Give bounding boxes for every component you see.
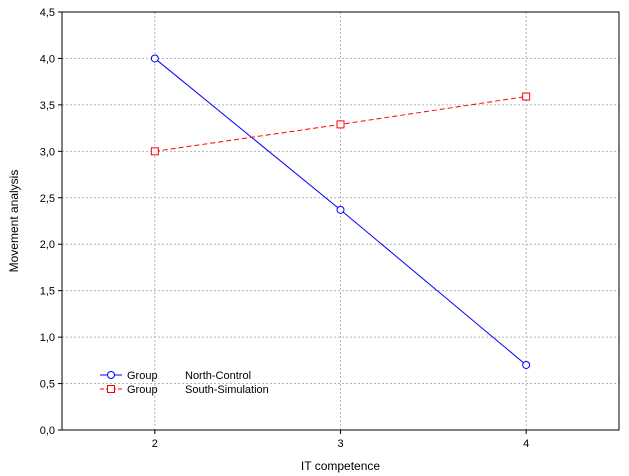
y-tick-label: 0,0 [40,425,55,437]
y-tick-label: 0,5 [40,379,55,391]
data-point [522,92,531,101]
x-axis-title: IT competence [301,459,380,473]
data-point [336,205,345,214]
data-point [150,54,159,63]
legend-label: South-Simulation [185,384,269,396]
y-tick-label: 3,0 [40,146,55,158]
axis-ticks: 0,0 0,5 1,0 1,5 2,0 2,5 3,0 3,5 4,0 4,5 2 3 4 [40,7,530,450]
y-tick-label: 1,5 [40,286,55,298]
y-axis-title: Movement analysis [7,170,21,273]
y-tick-label: 2,5 [40,193,55,205]
legend-prefix: Group [127,370,158,382]
y-tick-label: 3,5 [40,100,55,112]
y-tick-label: 4,0 [40,53,55,65]
x-tick-label: 3 [337,438,343,450]
x-tick-label: 2 [152,438,158,450]
series-layer [150,54,531,369]
data-point [336,120,345,129]
legend-label: North-Control [185,370,251,382]
legend-item-0: Group North-Control [100,370,251,382]
data-point [522,360,531,369]
series-1 [150,92,531,156]
legend-marker [107,385,115,393]
y-tick-label: 2,0 [40,239,55,251]
y-tick-label: 4,5 [40,7,55,19]
legend-item-1: Group South-Simulation [100,384,269,396]
x-tick-label: 4 [523,438,529,450]
legend-prefix: Group [127,384,158,396]
data-point [150,147,159,156]
series-0 [150,54,531,369]
y-tick-label: 1,0 [40,332,55,344]
legend-marker [107,371,115,379]
grid-lines [62,12,619,430]
legend: Group North-Control Group South-Simulation [100,370,269,396]
